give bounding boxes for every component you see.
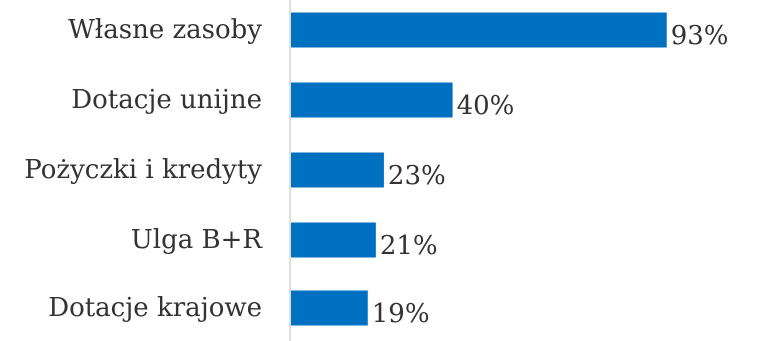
bar-row: Pożyczki i kredyty 23% <box>24 152 446 191</box>
bar-row: Ulga B+R 21% <box>131 222 438 261</box>
bar-rows: Własne zasoby 93% Dotacje unijne 40% Pożyczk… <box>24 12 729 329</box>
value-label: 19% <box>372 299 430 329</box>
category-label: Ulga B+R <box>131 225 264 255</box>
bar <box>291 222 376 258</box>
bar <box>291 152 384 188</box>
category-label: Pożyczki i kredyty <box>24 155 262 185</box>
bar <box>291 12 667 48</box>
bar-row: Dotacje krajowe 19% <box>48 290 430 329</box>
category-label: Dotacje unijne <box>71 85 262 115</box>
category-label: Własne zasoby <box>68 15 262 45</box>
bar <box>291 290 368 326</box>
category-label: Dotacje krajowe <box>48 293 262 323</box>
value-label: 93% <box>671 21 729 51</box>
value-label: 23% <box>388 161 446 191</box>
bar <box>291 82 453 118</box>
value-label: 40% <box>457 91 515 121</box>
bar-row: Własne zasoby 93% <box>68 12 729 51</box>
value-label: 21% <box>380 231 438 261</box>
bar-row: Dotacje unijne 40% <box>71 82 515 121</box>
